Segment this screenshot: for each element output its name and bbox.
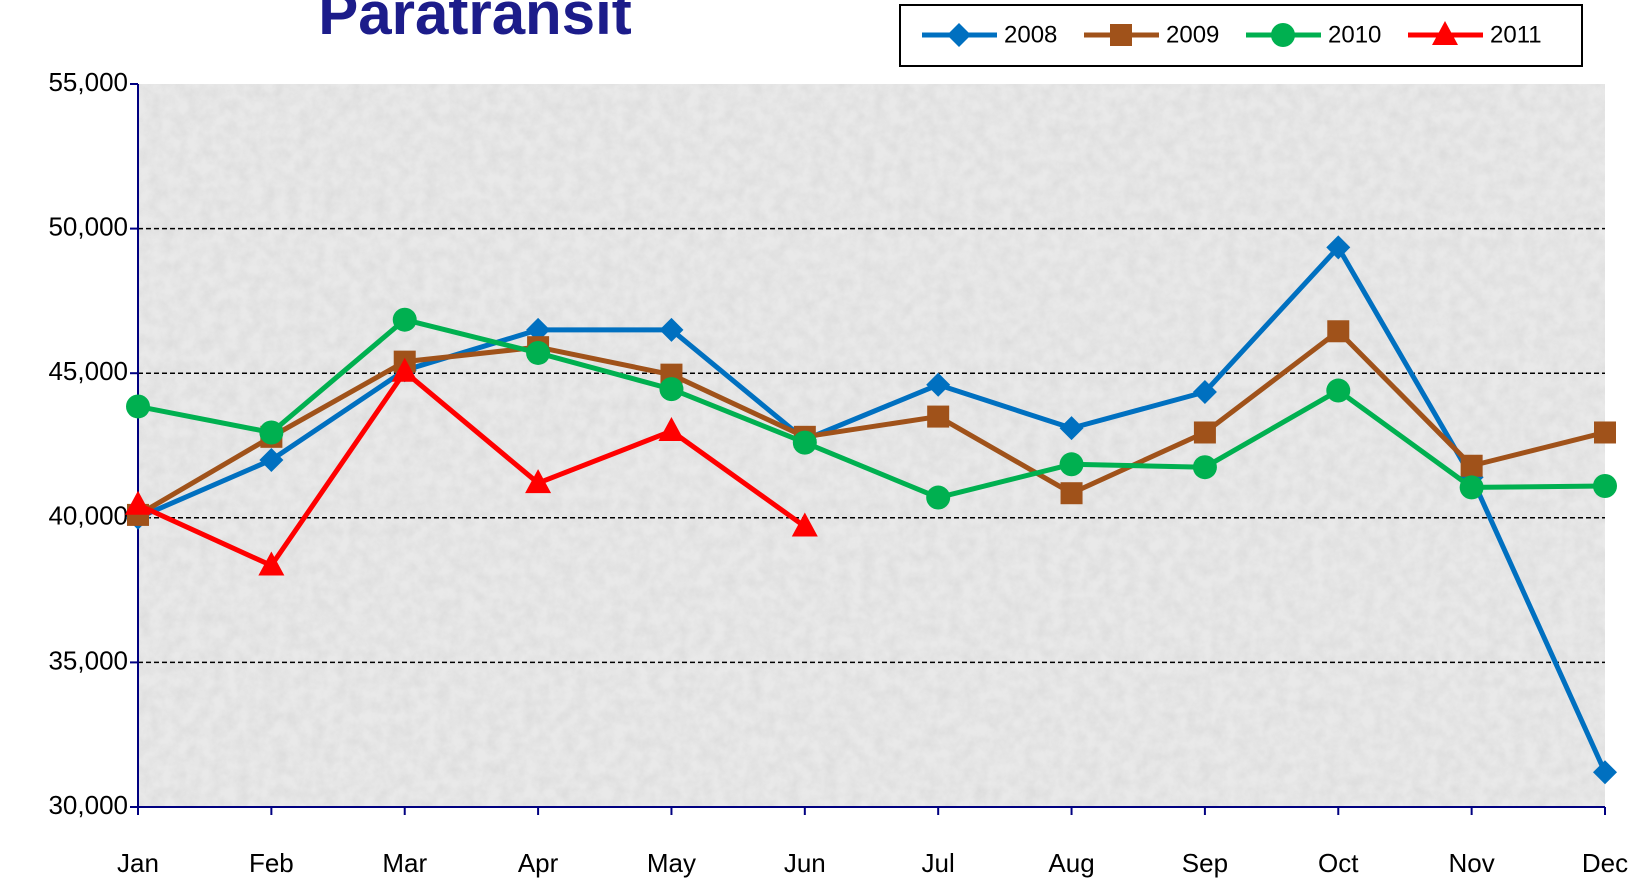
y-tick-label: 50,000 [48, 211, 128, 241]
x-tick-label: Sep [1182, 848, 1228, 878]
y-tick-label: 55,000 [48, 67, 128, 97]
marker [526, 317, 551, 342]
x-tick-label: Nov [1449, 848, 1495, 878]
marker [791, 512, 818, 537]
marker [1326, 235, 1351, 260]
marker [259, 447, 284, 472]
marker [1326, 378, 1351, 403]
x-tick-label: Aug [1048, 848, 1094, 878]
x-tick-label: Jul [922, 848, 955, 878]
marker [792, 430, 817, 455]
series-line [137, 244, 1608, 774]
legend-label: 2008 [1004, 21, 1057, 48]
marker [659, 377, 684, 402]
legend-label: 2011 [1490, 21, 1542, 48]
marker [1459, 475, 1484, 500]
marker [1432, 21, 1458, 45]
x-tick-label: Jun [784, 848, 826, 878]
marker [1060, 482, 1083, 505]
y-tick-label: 45,000 [48, 356, 128, 386]
x-tick-label: May [647, 848, 696, 878]
series-line [136, 328, 1606, 518]
marker [1593, 760, 1617, 785]
legend-label: 2010 [1328, 21, 1381, 48]
y-tick-label: 30,000 [48, 790, 128, 820]
marker [126, 394, 150, 419]
x-tick-label: Mar [382, 848, 427, 878]
marker [1460, 454, 1483, 477]
series-line [137, 317, 1606, 501]
marker [926, 485, 951, 510]
series-line [136, 369, 807, 569]
chart-title: Paratransit [318, 0, 631, 47]
marker [525, 469, 552, 494]
x-tick-label: Feb [249, 848, 294, 878]
marker [1192, 455, 1217, 480]
x-tick-label: Apr [518, 848, 559, 878]
marker [1192, 379, 1217, 404]
marker [1327, 320, 1350, 343]
marker [1059, 416, 1084, 441]
marker [391, 357, 418, 382]
marker [927, 405, 950, 428]
marker [392, 307, 417, 332]
y-tick-label: 40,000 [48, 501, 128, 531]
marker [1110, 24, 1132, 46]
marker [526, 340, 551, 365]
marker [659, 317, 684, 342]
x-tick-label: Jan [117, 848, 159, 878]
marker [258, 551, 285, 576]
marker [125, 490, 151, 515]
marker [1193, 421, 1216, 444]
x-tick-label: Oct [1318, 848, 1359, 878]
marker [658, 417, 685, 442]
marker [1594, 421, 1616, 444]
plot-texture [138, 84, 1605, 807]
marker [1593, 473, 1617, 498]
x-tick-label: Dec [1582, 848, 1628, 878]
legend: 2008 2009 2010 2011 [922, 21, 1542, 48]
marker [926, 372, 951, 397]
y-tick-label: 35,000 [48, 645, 128, 675]
marker [1059, 452, 1084, 477]
legend-label: 2009 [1166, 21, 1219, 48]
marker [947, 23, 971, 47]
marker [259, 420, 284, 445]
marker [1271, 23, 1295, 47]
